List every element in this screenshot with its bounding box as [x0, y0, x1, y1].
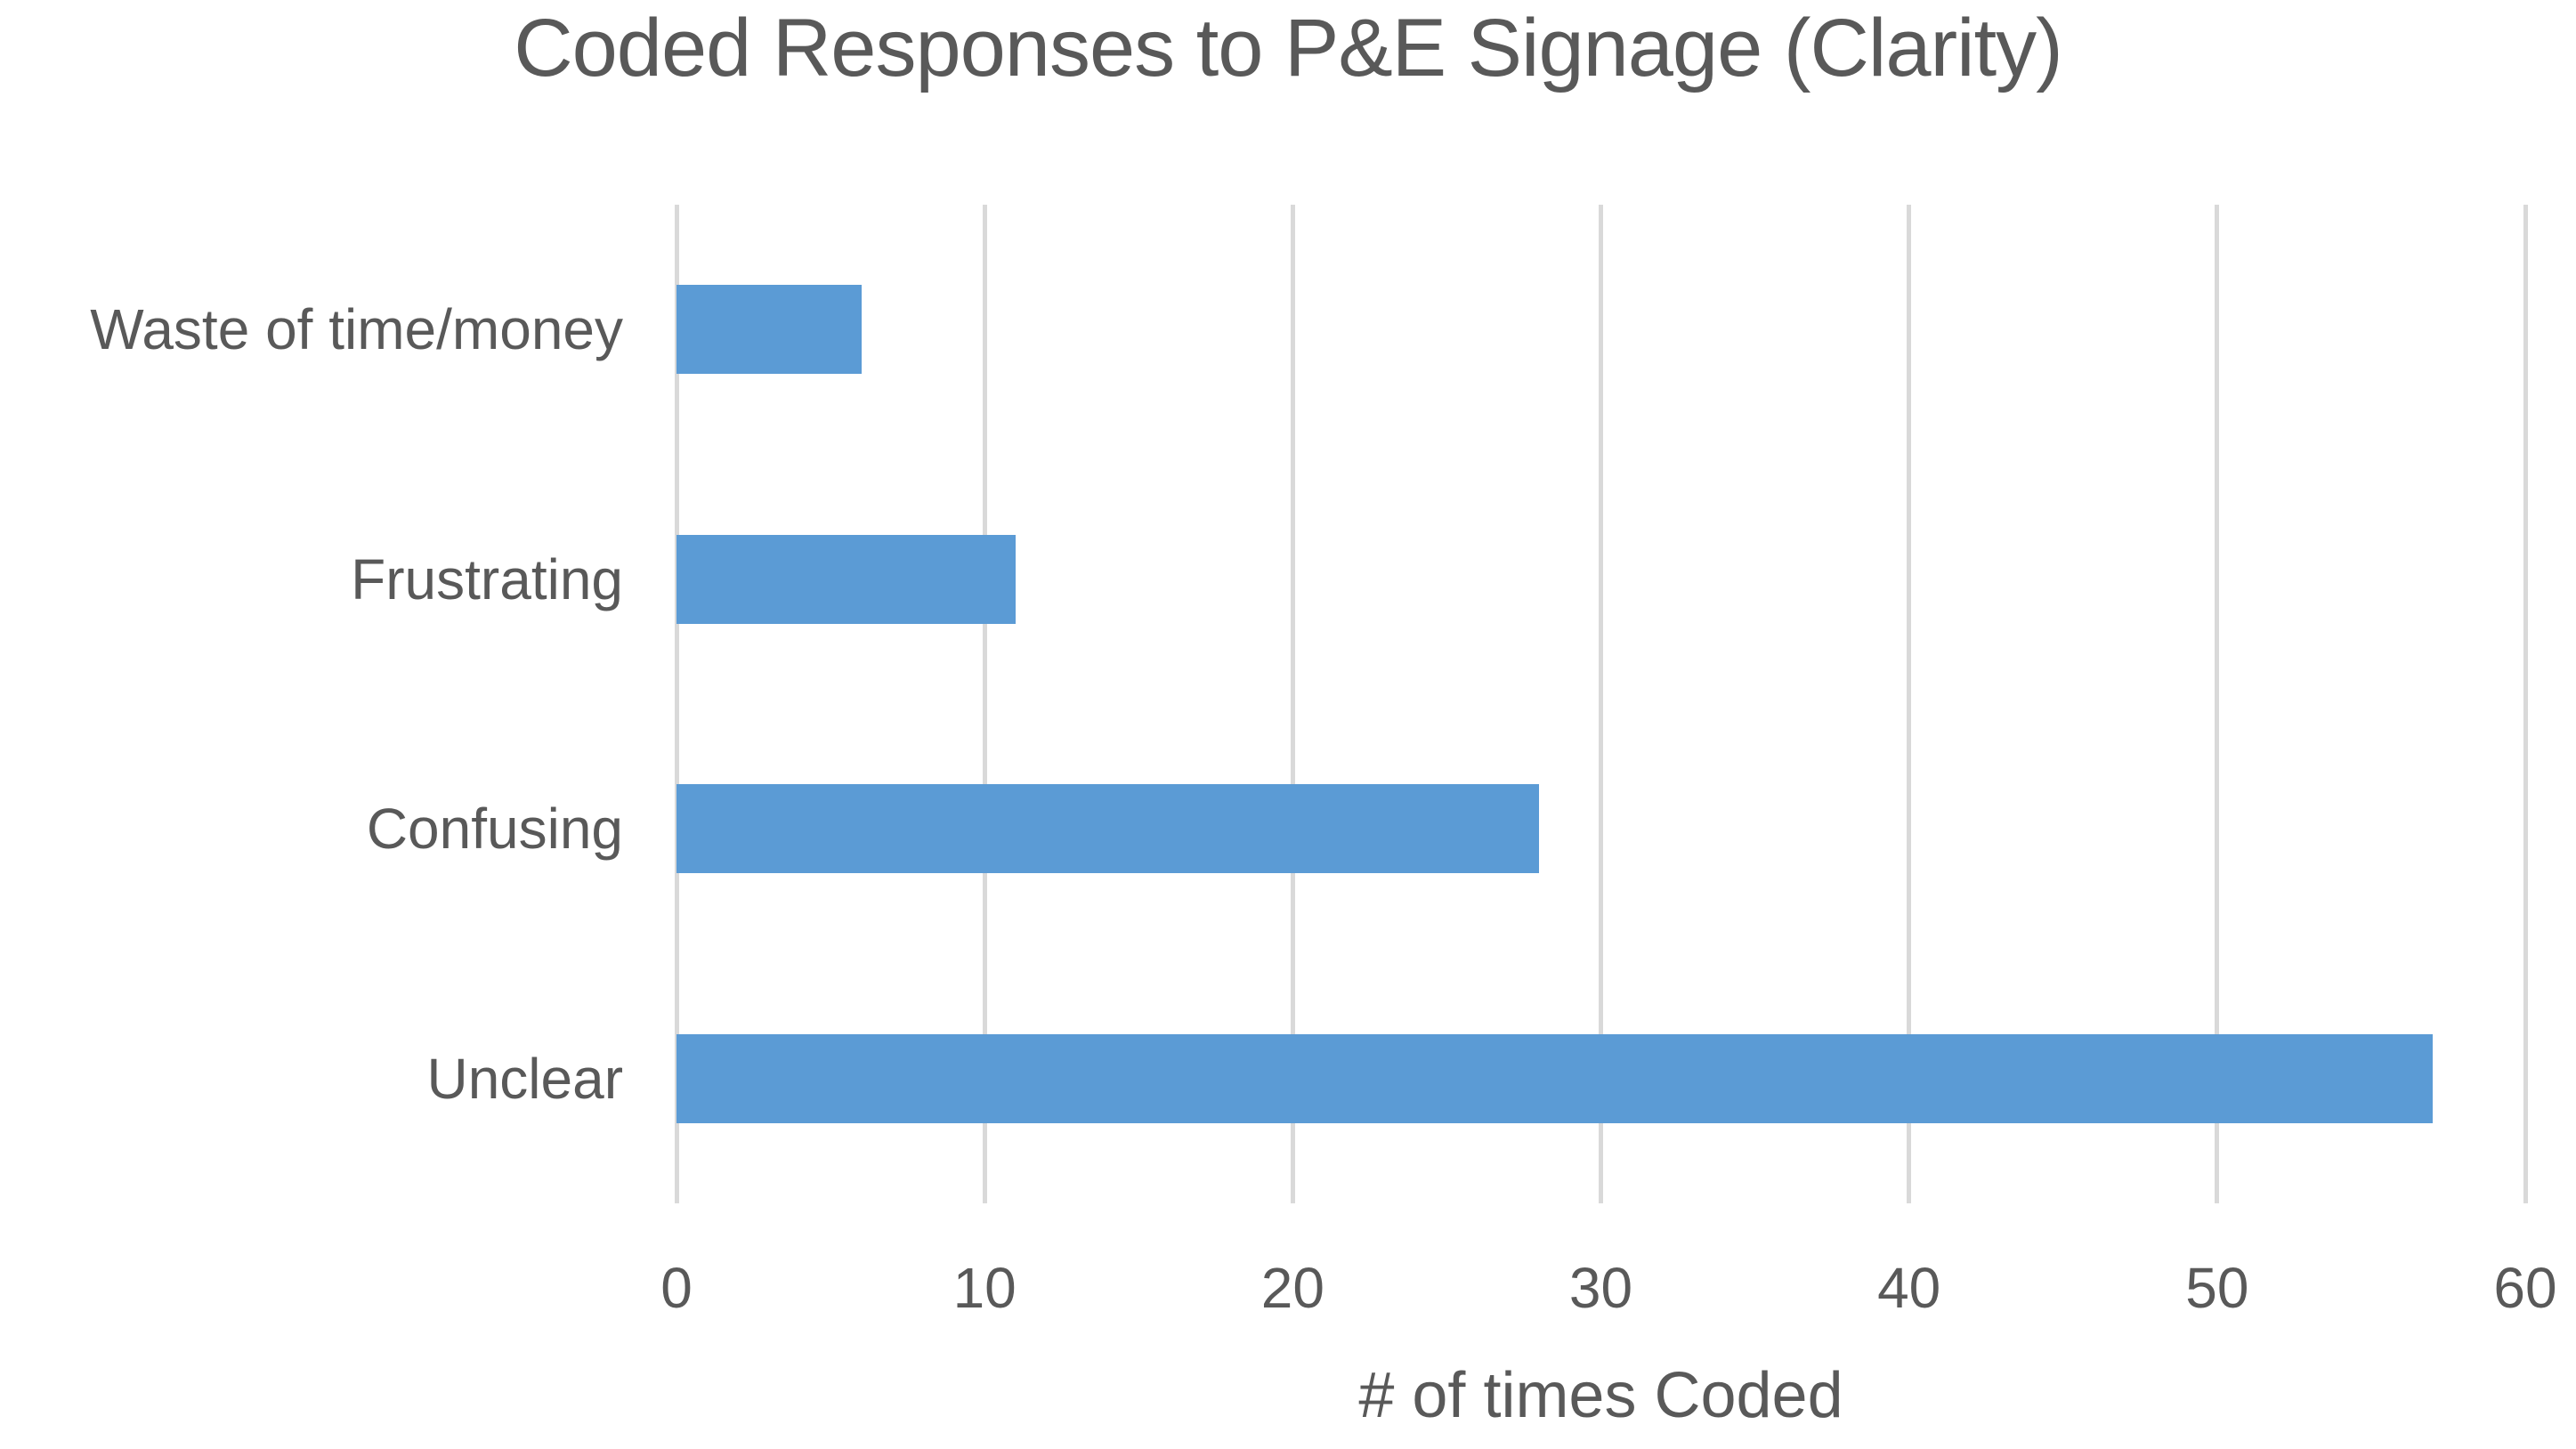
bar-confusing	[676, 784, 1539, 874]
x-tick-label-0: 0	[660, 1256, 693, 1320]
chart-title: Coded Responses to P&E Signage (Clarity)	[514, 3, 2063, 93]
gridline-50	[2215, 205, 2220, 1203]
gridline-30	[1599, 205, 1603, 1203]
category-label-waste-of-time-money: Waste of time/money	[90, 297, 623, 362]
x-tick-label-20: 20	[1260, 1256, 1324, 1320]
gridline-10	[982, 205, 987, 1203]
x-tick-label-40: 40	[1877, 1256, 1941, 1320]
x-axis-title: # of times Coded	[1358, 1360, 1843, 1431]
gridline-40	[1907, 205, 1912, 1203]
x-tick-label-30: 30	[1568, 1256, 1633, 1320]
category-label-confusing: Confusing	[366, 797, 623, 862]
x-tick-label-50: 50	[2185, 1256, 2249, 1320]
gridline-20	[1290, 205, 1295, 1203]
bar-waste-of-time-money	[676, 285, 862, 375]
gridline-0	[674, 205, 679, 1203]
category-label-frustrating: Frustrating	[351, 546, 623, 611]
bar-frustrating	[676, 534, 1016, 624]
x-tick-label-60: 60	[2493, 1256, 2557, 1320]
x-tick-label-10: 10	[952, 1256, 1017, 1320]
bar-unclear	[676, 1033, 2433, 1123]
category-label-unclear: Unclear	[426, 1046, 623, 1111]
gridline-60	[2523, 205, 2528, 1203]
